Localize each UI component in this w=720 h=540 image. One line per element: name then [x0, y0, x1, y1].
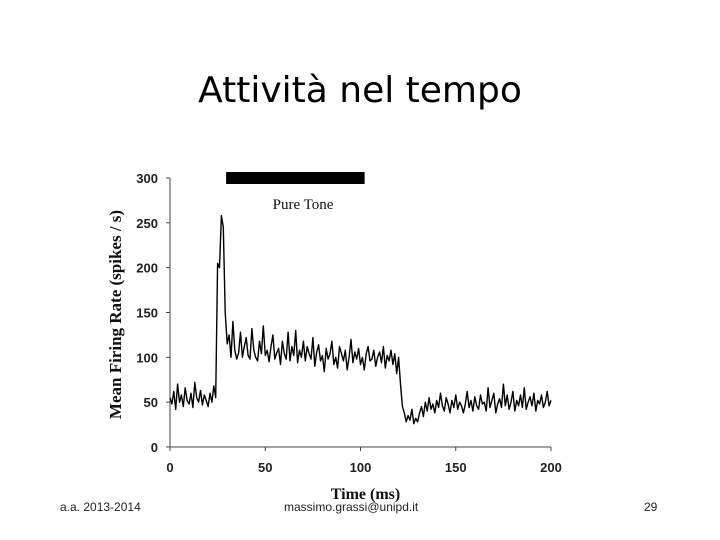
stimulus-label: Pure Tone: [273, 197, 334, 213]
footer-email: massimo.grassi@unipd.it: [284, 500, 419, 514]
y-tick-label: 200: [136, 261, 158, 276]
y-tick-label: 300: [136, 171, 158, 186]
y-tick-label: 150: [136, 306, 158, 321]
stimulus-bar: [226, 172, 365, 184]
y-tick-label: 100: [136, 350, 158, 365]
x-tick-label: 50: [258, 460, 272, 475]
x-tick-label: 150: [445, 460, 467, 475]
slide-title: Attività nel tempo: [198, 70, 522, 111]
x-tick-label: 0: [166, 460, 173, 475]
y-axis-label: Mean Firing Rate (spikes / s): [106, 210, 125, 419]
y-tick-label: 250: [136, 216, 158, 231]
firing-rate-series-line: [169, 214, 552, 425]
footer-page-number: 29: [644, 500, 658, 514]
x-tick-label: 200: [540, 460, 562, 475]
y-tick-label: 50: [144, 395, 158, 410]
x-tick-label: 100: [350, 460, 372, 475]
y-tick-label: 0: [151, 440, 158, 455]
footer-academic-year: a.a. 2013-2014: [60, 500, 141, 514]
x-axis-label: Time (ms): [331, 486, 400, 503]
